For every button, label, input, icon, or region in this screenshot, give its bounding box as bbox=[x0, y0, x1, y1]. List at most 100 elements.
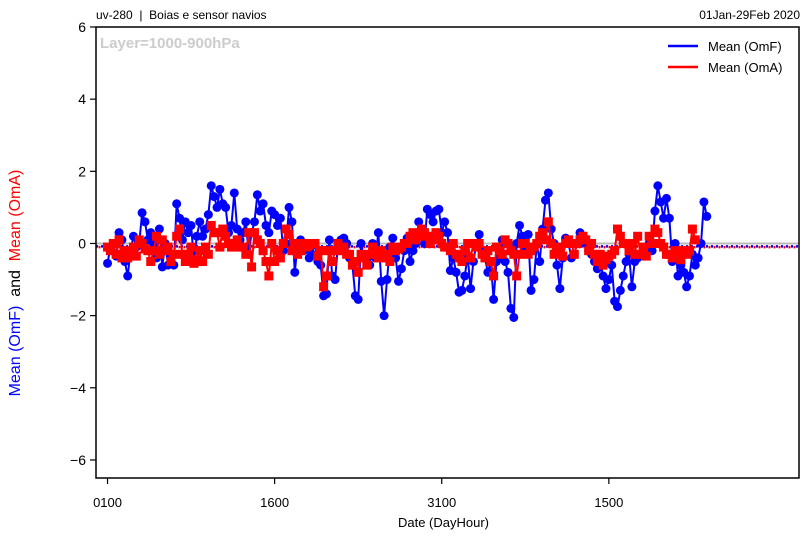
data-point-oma bbox=[169, 249, 179, 259]
data-point-omf bbox=[261, 220, 271, 230]
data-point-oma bbox=[163, 242, 173, 252]
data-point-oma bbox=[310, 238, 320, 248]
data-point-omf bbox=[474, 229, 484, 239]
data-point-oma bbox=[152, 231, 162, 241]
data-point-omf bbox=[604, 275, 614, 285]
data-point-oma bbox=[624, 246, 634, 256]
data-point-omf bbox=[273, 220, 283, 230]
data-point-omf bbox=[255, 206, 265, 216]
data-point-oma bbox=[587, 238, 597, 248]
data-point-oma bbox=[350, 257, 360, 267]
data-point-oma bbox=[598, 260, 608, 270]
data-point-oma bbox=[615, 231, 625, 241]
y-tick-label: −6 bbox=[70, 452, 86, 468]
y-tick-label: −2 bbox=[70, 308, 86, 324]
data-point-oma bbox=[445, 246, 455, 256]
data-point-omf bbox=[612, 302, 622, 312]
data-point-oma bbox=[466, 253, 476, 263]
y-tick-label: 2 bbox=[78, 163, 86, 179]
data-point-oma bbox=[114, 235, 124, 245]
data-point-oma bbox=[402, 238, 412, 248]
data-point-omf bbox=[535, 257, 545, 267]
data-point-oma bbox=[486, 257, 496, 267]
data-point-oma bbox=[558, 251, 568, 261]
x-axis-label: Date (DayHour) bbox=[398, 515, 489, 530]
data-point-oma bbox=[520, 238, 530, 248]
data-point-oma bbox=[532, 238, 542, 248]
data-point-omf bbox=[373, 228, 383, 238]
data-point-omf bbox=[702, 211, 712, 221]
data-point-omf bbox=[321, 289, 331, 299]
data-point-omf bbox=[670, 238, 680, 248]
data-point-oma bbox=[414, 231, 424, 241]
data-point-oma bbox=[131, 251, 141, 261]
legend: Mean (OmF) Mean (OmA) bbox=[668, 39, 782, 75]
data-point-oma bbox=[143, 246, 153, 256]
data-point-oma bbox=[543, 217, 553, 227]
data-point-oma bbox=[126, 249, 136, 259]
data-point-oma bbox=[290, 238, 300, 248]
data-point-omf bbox=[618, 271, 628, 281]
data-point-omf bbox=[209, 192, 219, 202]
data-point-oma bbox=[281, 224, 291, 234]
data-point-omf bbox=[154, 224, 164, 234]
data-point-oma bbox=[128, 242, 138, 252]
data-point-oma bbox=[690, 235, 700, 245]
data-point-omf bbox=[241, 217, 251, 227]
data-point-omf bbox=[690, 260, 700, 270]
data-point-oma bbox=[627, 238, 637, 248]
data-point-oma bbox=[566, 238, 576, 248]
data-point-omf bbox=[434, 204, 444, 214]
y-tick-label: 4 bbox=[78, 91, 86, 107]
data-point-omf bbox=[379, 311, 389, 321]
data-point-oma bbox=[105, 246, 115, 256]
data-point-oma bbox=[368, 242, 378, 252]
data-point-omf bbox=[529, 275, 539, 285]
data-point-omf bbox=[555, 284, 565, 294]
data-point-oma bbox=[200, 242, 210, 252]
data-point-oma bbox=[474, 238, 484, 248]
x-tick-label: 3100 bbox=[427, 495, 456, 510]
data-point-oma bbox=[385, 257, 395, 267]
data-point-omf bbox=[114, 228, 124, 238]
data-point-oma bbox=[175, 224, 185, 234]
data-point-omf bbox=[140, 217, 150, 227]
data-point-oma bbox=[120, 246, 130, 256]
data-point-oma bbox=[319, 282, 329, 292]
data-point-oma bbox=[546, 238, 556, 248]
data-point-oma bbox=[589, 249, 599, 259]
data-point-oma bbox=[376, 246, 386, 256]
data-point-omf bbox=[290, 267, 300, 277]
data-point-oma bbox=[238, 242, 248, 252]
data-point-oma bbox=[218, 224, 228, 234]
data-point-oma bbox=[333, 238, 343, 248]
series-oma bbox=[103, 217, 700, 292]
data-point-omf bbox=[353, 294, 363, 304]
data-point-oma bbox=[503, 238, 513, 248]
data-point-omf bbox=[650, 206, 660, 216]
data-point-oma bbox=[422, 231, 432, 241]
plot-frame bbox=[95, 26, 800, 479]
data-point-omf bbox=[440, 217, 450, 227]
legend-label-omf: Mean (OmF) bbox=[708, 39, 782, 54]
data-point-omf bbox=[515, 220, 525, 230]
legend-label-oma: Mean (OmA) bbox=[708, 60, 782, 75]
data-point-omf bbox=[460, 271, 470, 281]
data-point-omf bbox=[198, 231, 208, 241]
data-point-oma bbox=[258, 246, 268, 256]
data-point-omf bbox=[103, 258, 113, 268]
y-tick-label: 0 bbox=[78, 235, 86, 251]
data-point-oma bbox=[177, 249, 187, 259]
data-point-omf bbox=[264, 228, 274, 238]
data-point-omf bbox=[123, 271, 133, 281]
data-point-oma bbox=[630, 249, 640, 259]
data-point-omf bbox=[509, 312, 519, 322]
data-point-oma bbox=[241, 249, 251, 259]
data-point-oma bbox=[172, 231, 182, 241]
data-point-omf bbox=[206, 181, 216, 191]
data-point-omf bbox=[356, 238, 366, 248]
data-point-omf bbox=[388, 233, 398, 243]
data-point-oma bbox=[610, 246, 620, 256]
data-point-oma bbox=[483, 246, 493, 256]
data-point-oma bbox=[232, 235, 242, 245]
